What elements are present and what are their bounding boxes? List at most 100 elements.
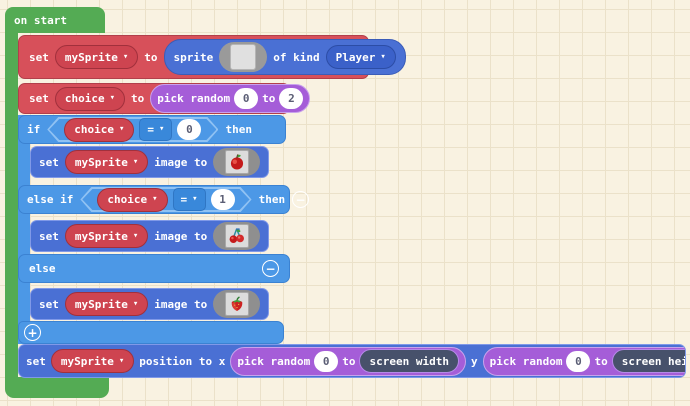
else-header[interactable]: else − [18,254,290,283]
chevron-down-icon: ▾ [132,230,139,241]
image-field[interactable] [213,222,261,250]
screen-width-block[interactable]: screen width [359,349,459,373]
pick-random-x-block[interactable]: pick random 0 to screen width [230,346,466,376]
comparison-value-field[interactable]: 1 [211,189,235,210]
to-label: to [342,354,356,368]
variable-name: choice [64,92,105,105]
if-header[interactable]: if choice ▾ = ▾ 0 then [18,115,286,144]
choice-variable-dropdown[interactable]: choice ▾ [97,188,167,212]
set-image-block[interactable]: set mySprite ▾ image to [30,220,270,252]
chevron-down-icon: ▾ [192,194,198,204]
if-block-spine[interactable] [18,115,30,344]
set-choice-block[interactable]: set choice ▾ to pick random 0 to 2 [18,83,311,114]
else-if-header[interactable]: else if choice ▾ = ▾ 1 then − [18,185,310,214]
pick-random-label: pick random [157,92,231,105]
chevron-down-icon: ▾ [152,194,158,204]
image-to-label: image to [154,229,208,243]
to-label: to [131,92,145,105]
kind-name: Player [335,50,376,64]
image-field[interactable] [213,290,261,318]
image-field[interactable] [213,148,261,176]
mysprite-variable-dropdown[interactable]: mySprite ▾ [50,349,135,373]
sprite-label: sprite [173,50,214,64]
mysprite-variable-dropdown[interactable]: mySprite ▾ [64,150,149,174]
on-start-block-bottom[interactable] [5,377,109,398]
on-start-block-spine[interactable] [5,30,18,380]
image-to-label: image to [154,297,208,311]
random-max-field[interactable]: 2 [279,88,304,109]
variable-name: mySprite [64,50,118,64]
chevron-down-icon: ▾ [119,124,125,134]
remove-branch-button[interactable]: − [262,260,279,277]
on-start-block[interactable]: on start [5,7,105,33]
random-min-field[interactable]: 0 [314,350,339,372]
set-position-block[interactable]: set mySprite ▾ position to x pick random… [18,344,686,378]
comparison-operator-dropdown[interactable]: = ▾ [173,188,206,211]
chevron-down-icon: ▾ [132,298,139,309]
sprite-image-field[interactable] [219,42,268,72]
set-label: set [39,155,59,169]
else-if-condition[interactable]: choice ▾ = ▾ 1 [80,187,251,212]
if-condition[interactable]: choice ▾ = ▾ 0 [47,117,218,142]
operator: = [147,123,155,136]
strawberry-sprite-icon [231,296,243,311]
chevron-down-icon: ▾ [118,355,125,366]
set-label: set [29,92,49,105]
y-label: y [470,354,478,368]
set-label: set [39,297,59,311]
of-kind-label: of kind [273,50,320,64]
then-label: then [225,123,252,136]
set-label: set [26,354,46,368]
variable-name: mySprite [74,155,128,169]
operator: = [180,193,188,206]
random-min-field[interactable]: 0 [234,88,259,109]
variable-name: mySprite [74,229,128,243]
if-block-bottom[interactable]: + [18,321,284,344]
set-label: set [29,50,49,64]
variable-name: mySprite [74,297,128,311]
pick-random-y-block[interactable]: pick random 0 to screen height [482,346,685,376]
image-to-label: image to [154,155,208,169]
to-label: to [262,92,276,105]
else-label: else [29,262,56,275]
on-start-label: on start [14,13,67,27]
then-label: then [258,193,286,206]
if-label: if [27,123,41,136]
chevron-down-icon: ▾ [122,51,129,62]
sprite-of-kind-block[interactable]: sprite of kind Player ▾ [163,39,406,75]
comparison-value-field[interactable]: 0 [177,119,201,140]
random-min-field[interactable]: 0 [566,350,591,372]
set-label: set [39,229,59,243]
cherries-sprite-icon [229,228,244,243]
variable-name: mySprite [60,354,114,368]
to-label: to [144,50,158,64]
screen-height-block[interactable]: screen height [611,349,685,373]
empty-sprite-image-icon [230,44,257,70]
pick-random-label: pick random [237,354,311,368]
chevron-down-icon: ▾ [380,51,386,62]
else-if-label: else if [27,193,74,206]
variable-name: choice [74,123,114,136]
choice-variable-dropdown[interactable]: choice ▾ [54,86,126,111]
remove-branch-button[interactable]: − [292,191,310,208]
mysprite-variable-dropdown[interactable]: mySprite ▾ [64,224,149,248]
to-label: to [594,354,608,368]
mysprite-variable-dropdown[interactable]: mySprite ▾ [54,45,139,69]
set-image-block[interactable]: set mySprite ▾ image to [30,146,270,178]
choice-variable-dropdown[interactable]: choice ▾ [64,118,134,142]
set-sprite-block[interactable]: set mySprite ▾ to sprite of kind Player … [18,35,406,79]
chevron-down-icon: ▾ [132,156,139,167]
mysprite-variable-dropdown[interactable]: mySprite ▾ [64,292,149,316]
pick-random-label: pick random [489,354,563,368]
comparison-operator-dropdown[interactable]: = ▾ [139,118,172,141]
variable-name: choice [107,193,148,206]
position-to-x-label: position to x [139,354,226,368]
pick-random-block[interactable]: pick random 0 to 2 [150,84,311,113]
chevron-down-icon: ▾ [159,124,165,134]
sprite-kind-dropdown[interactable]: Player ▾ [325,45,396,69]
set-image-block[interactable]: set mySprite ▾ image to [30,288,270,320]
chevron-down-icon: ▾ [109,93,116,103]
add-branch-button[interactable]: + [24,324,41,341]
apple-sprite-icon [230,154,243,170]
